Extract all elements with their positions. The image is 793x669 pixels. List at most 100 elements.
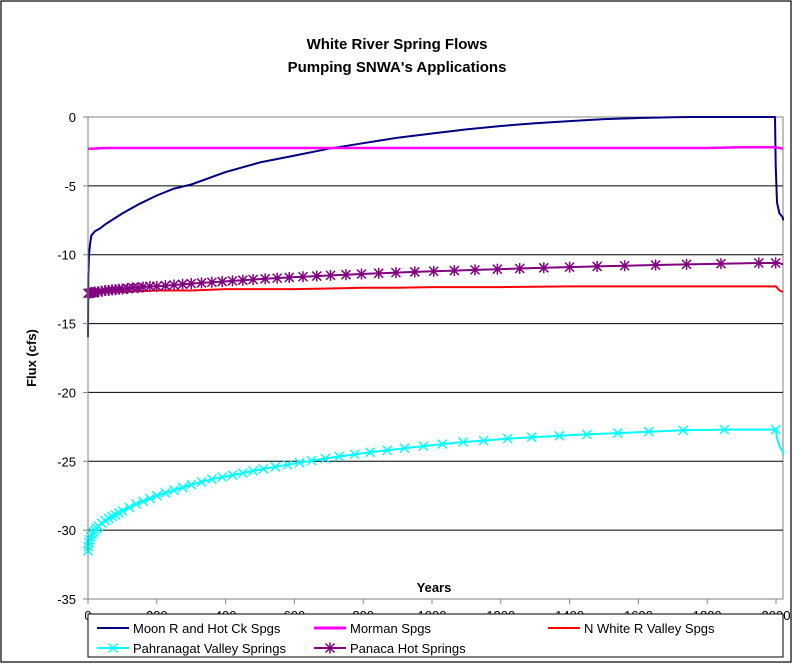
x-marker — [678, 425, 689, 436]
star-marker — [592, 260, 603, 272]
x-marker — [84, 534, 95, 545]
y-tick-label: -15 — [57, 317, 76, 332]
x-marker — [457, 436, 468, 448]
star-marker — [356, 268, 367, 280]
star-marker — [168, 279, 180, 291]
star-marker — [619, 260, 630, 272]
legend-item: N White R Valley Spgs — [548, 621, 715, 636]
x-marker — [294, 457, 305, 468]
x-marker — [206, 474, 217, 485]
star-marker — [177, 278, 188, 290]
x-marker — [643, 426, 654, 437]
star-marker — [311, 270, 322, 282]
x-marker — [365, 447, 376, 458]
star-marker — [428, 265, 439, 277]
legend-item: Moon R and Hot Ck Spgs — [97, 621, 281, 636]
series-layer — [82, 116, 784, 556]
star-marker — [753, 257, 764, 269]
legend-label: Morman Spgs — [350, 621, 431, 636]
x-marker — [217, 472, 228, 483]
star-marker — [449, 265, 460, 277]
y-tick-label: 0 — [69, 110, 76, 125]
chart-subtitle: Pumping SNWA's Applications — [288, 59, 507, 76]
series-line — [87, 116, 784, 338]
star-marker — [538, 262, 549, 274]
star-marker — [770, 257, 781, 269]
x-marker — [258, 463, 269, 474]
x-marker — [349, 449, 360, 460]
x-marker — [248, 465, 259, 476]
star-marker — [160, 280, 171, 292]
star-marker — [248, 274, 259, 286]
x-marker — [84, 537, 95, 548]
legend-box — [87, 613, 784, 658]
star-marker — [237, 274, 248, 286]
chart-title: White River Spring Flows — [307, 36, 488, 53]
star-marker — [564, 261, 575, 273]
grid-layer — [88, 185, 783, 531]
x-axis-label: Years — [417, 580, 452, 595]
x-marker — [382, 445, 393, 456]
legend-item: Morman Spgs — [314, 621, 431, 636]
x-marker — [320, 453, 331, 464]
legend-item: Pahranagat Valley Springs — [97, 641, 286, 656]
x-marker — [168, 485, 180, 496]
star-marker — [514, 262, 525, 274]
x-marker — [282, 459, 293, 470]
star-marker — [390, 267, 401, 279]
x-marker — [151, 490, 162, 501]
legend-item: Panaca Hot Springs — [314, 641, 466, 656]
series-4 — [82, 257, 784, 299]
series-0 — [87, 116, 784, 338]
x-marker — [478, 435, 489, 446]
star-marker — [272, 272, 283, 284]
star-marker — [325, 269, 336, 281]
x-marker — [581, 429, 592, 440]
x-marker — [160, 487, 171, 498]
x-marker — [107, 511, 118, 522]
legend: Moon R and Hot Ck Spgs Morman Spgs N White… — [87, 613, 784, 658]
x-marker — [526, 432, 537, 443]
legend-marker — [107, 642, 119, 654]
x-marker — [237, 467, 248, 479]
star-marker — [284, 271, 295, 283]
y-axis-label: Flux (cfs) — [24, 329, 39, 387]
x-marker — [306, 455, 317, 466]
x-marker — [131, 498, 142, 510]
x-marker — [554, 430, 565, 441]
legend-label: Pahranagat Valley Springs — [133, 641, 286, 656]
y-tick-label: -35 — [57, 592, 76, 607]
star-marker — [650, 259, 661, 271]
legend-label: Moon R and Hot Ck Spgs — [133, 621, 281, 636]
y-tick-label: -30 — [57, 523, 76, 538]
series-1 — [88, 146, 784, 150]
x-marker — [186, 479, 197, 490]
x-marker — [117, 505, 128, 516]
x-marker — [418, 441, 429, 452]
y-tick-label: -10 — [57, 248, 76, 263]
x-marker — [612, 428, 623, 439]
x-marker — [144, 493, 155, 504]
star-marker — [469, 264, 481, 276]
legend-marker — [324, 642, 336, 654]
star-marker — [217, 276, 228, 288]
star-marker — [409, 266, 420, 278]
star-marker — [373, 267, 384, 279]
star-marker — [340, 269, 352, 281]
series-3 — [82, 424, 784, 556]
x-marker — [177, 482, 188, 493]
legend-label: Panaca Hot Springs — [350, 641, 466, 656]
x-marker — [437, 439, 448, 450]
star-marker — [227, 275, 238, 287]
star-marker — [715, 258, 726, 270]
x-marker — [138, 496, 149, 507]
star-marker — [260, 273, 271, 285]
x-marker — [227, 470, 238, 481]
x-marker — [399, 443, 410, 454]
series-line — [88, 146, 784, 150]
x-marker — [270, 461, 281, 472]
star-marker — [492, 263, 503, 275]
x-marker — [124, 502, 135, 513]
